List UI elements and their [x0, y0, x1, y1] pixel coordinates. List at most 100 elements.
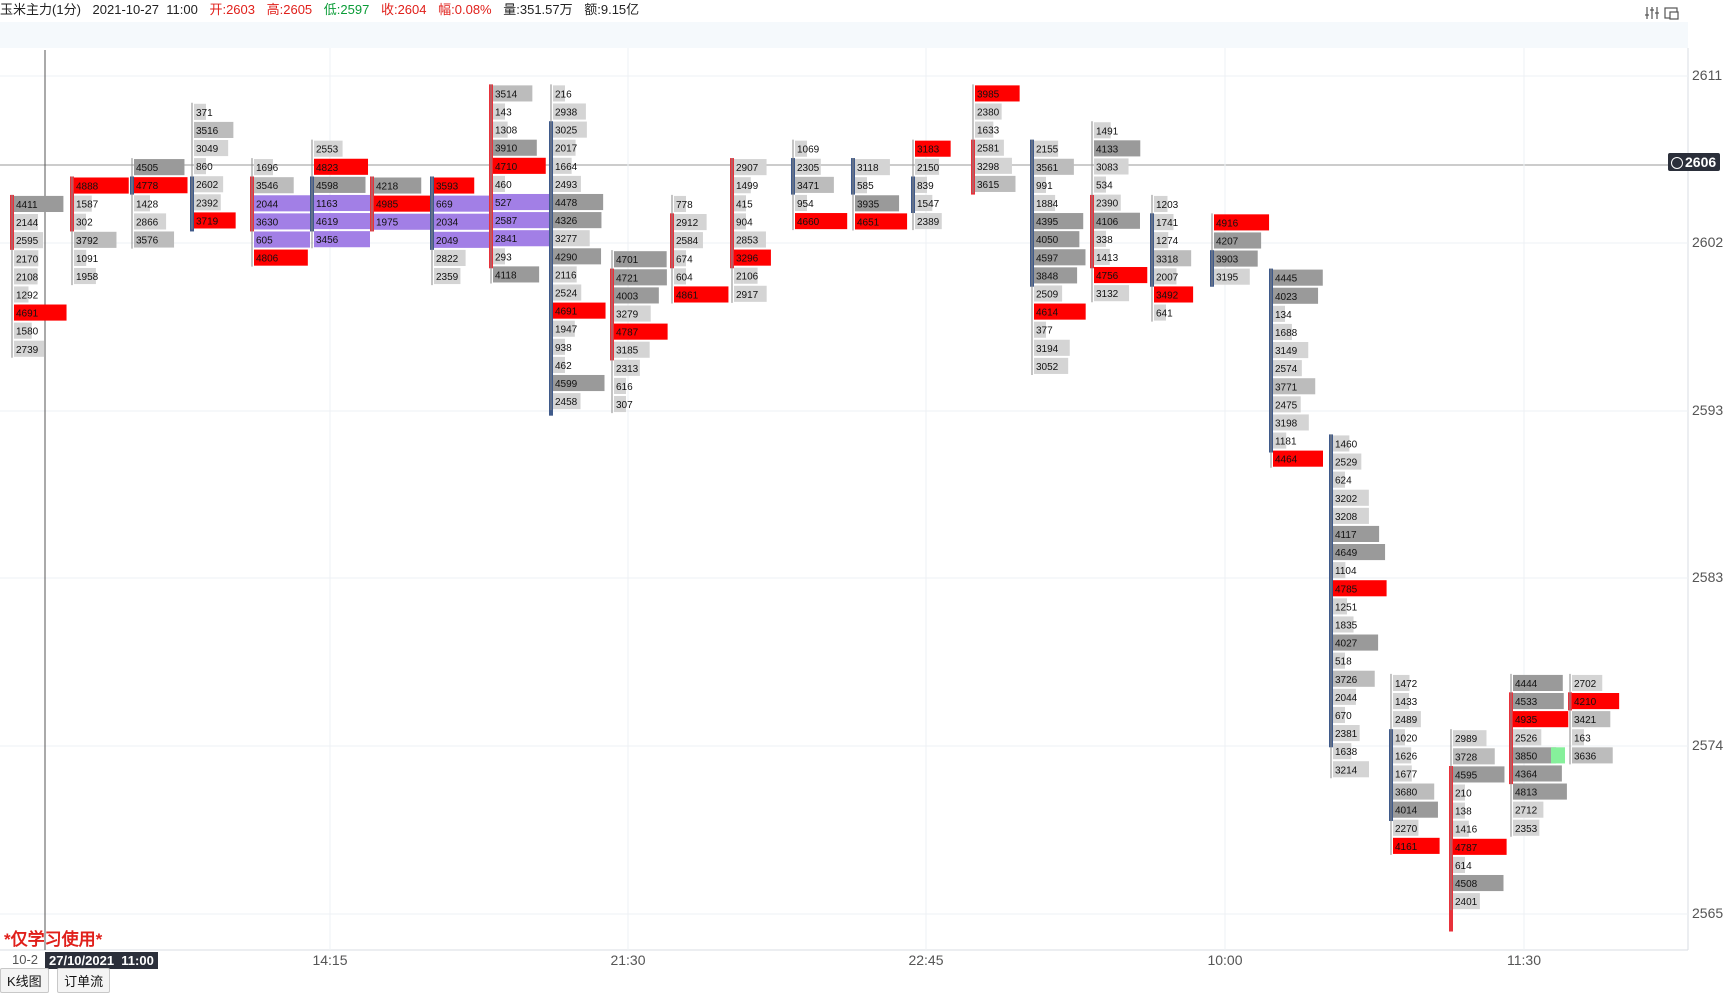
- volume-label: 4445: [1275, 274, 1298, 285]
- volume-label: 2989: [1455, 734, 1478, 745]
- order-flow-column: 4445 4023 134 1688 3149 2574 3771 2475 3198 1181 4…: [1269, 268, 1323, 468]
- volume-label: 4533: [1515, 697, 1538, 708]
- volume-label: 2392: [196, 198, 219, 209]
- order-flow-column: 4916 4207 3903 3195: [1210, 213, 1270, 287]
- volume-cell: [553, 85, 565, 102]
- volume-cell: [74, 267, 96, 285]
- volume-cell: [1273, 360, 1302, 377]
- volume-cell: [134, 231, 175, 248]
- volume-label: 4326: [555, 216, 578, 227]
- volume-cell: [493, 121, 508, 138]
- volume-label: 4023: [1275, 292, 1298, 303]
- volume-cell: [975, 85, 1020, 102]
- volume-label: 3719: [196, 216, 219, 227]
- chart-cells: 4411 2144 2595 2170 2108 1292 4691 1580 2739 4888…: [10, 84, 1620, 932]
- volume-cell: [674, 232, 703, 249]
- order-flow-column: 3118 585 3935 4651: [851, 158, 908, 231]
- volume-label: 4935: [1515, 715, 1538, 726]
- volume-label: 3277: [555, 234, 578, 245]
- volume-cell: [1333, 507, 1369, 524]
- volume-cell: [674, 250, 686, 267]
- volume-cell: [1333, 670, 1375, 687]
- volume-label: 4014: [1395, 806, 1418, 817]
- volume-cell: [1333, 435, 1350, 452]
- volume-cell: [1273, 269, 1323, 286]
- volume-cell: [134, 159, 185, 176]
- volume-label: 3680: [1395, 788, 1418, 799]
- period-label: (1分): [52, 2, 81, 17]
- volume-label: 4464: [1275, 455, 1298, 466]
- volume-cell: [1094, 248, 1110, 266]
- price-tick-label: 2602: [1692, 234, 1723, 250]
- volume-cell: [674, 286, 729, 303]
- volume-cell: [1034, 176, 1046, 193]
- volume-cell: [14, 195, 64, 213]
- volume-label: 1020: [1395, 733, 1418, 744]
- volume-label: 3456: [316, 235, 339, 246]
- order-flow-column: 4444 4533 4935 2526 3850 4364 4813 2712 2353: [1509, 673, 1569, 837]
- volume-label: 4649: [1335, 548, 1358, 559]
- volume-label: 3546: [256, 181, 279, 192]
- volume-cell: [553, 302, 606, 319]
- volume-cell: [1034, 231, 1080, 248]
- volume-label: 3052: [1036, 362, 1059, 373]
- volume-label: 210: [1455, 789, 1472, 800]
- volume-cell: [1154, 250, 1192, 267]
- volume-cell: [14, 250, 39, 267]
- volume-label: 3298: [977, 162, 1000, 173]
- volume-cell: [915, 176, 927, 193]
- tab-kline[interactable]: K线图: [0, 968, 49, 993]
- volume-label: 1181: [1275, 437, 1297, 448]
- volume-label: 3492: [1156, 290, 1179, 301]
- volume-cell: [434, 177, 475, 194]
- volume-value: 量:351.57万: [503, 2, 573, 17]
- volume-label: 4508: [1455, 879, 1478, 890]
- volume-label: 307: [616, 400, 633, 411]
- volume-cell: [1094, 158, 1129, 175]
- tab-order-flow[interactable]: 订单流: [57, 968, 111, 993]
- volume-label: 1274: [1156, 236, 1179, 247]
- volume-label: 604: [676, 272, 693, 283]
- volume-label: 3576: [136, 236, 159, 247]
- volume-label: 1664: [555, 162, 578, 173]
- volume-label: 3049: [196, 144, 219, 155]
- volume-label: 2380: [977, 108, 1000, 119]
- volume-label: 2458: [555, 397, 578, 408]
- volume-cell: [493, 175, 505, 192]
- volume-cell: [134, 213, 167, 230]
- volume-cell: [1513, 801, 1544, 818]
- volume-cell: [1453, 874, 1504, 892]
- volume-label: 1491: [1096, 126, 1119, 137]
- volume-cell: [855, 177, 867, 194]
- chart-tools: [1643, 4, 1687, 22]
- volume-cell: [734, 177, 751, 194]
- screenshot-icon[interactable]: [1664, 7, 1679, 20]
- volume-label: 1428: [136, 199, 159, 210]
- volume-cell: [1513, 674, 1563, 692]
- volume-label: 2359: [436, 272, 459, 283]
- volume-cell: [434, 267, 461, 285]
- volume-cell: [1333, 471, 1345, 488]
- volume-label: 1587: [76, 200, 99, 211]
- volume-cell: [1333, 688, 1356, 705]
- volume-label: 2489: [1395, 715, 1418, 726]
- volume-label: 3183: [917, 145, 940, 156]
- volume-label: 1547: [917, 199, 940, 210]
- volume-cell: [1453, 784, 1465, 801]
- volume-cell: [795, 194, 807, 212]
- volume-cell: [14, 268, 38, 285]
- volume-label: 670: [1335, 711, 1352, 722]
- volume-label: 4210: [1574, 697, 1597, 708]
- volume-label: 1638: [1335, 747, 1358, 758]
- volume-label: 2509: [1036, 289, 1059, 300]
- settings-icon[interactable]: [1645, 7, 1659, 19]
- volume-cell: [14, 304, 67, 321]
- volume-label: 2313: [616, 364, 639, 375]
- volume-cell: [1453, 748, 1495, 765]
- volume-cell: [553, 157, 572, 174]
- volume-label: 2170: [16, 254, 39, 265]
- change-percent: 幅:0.08%: [438, 2, 492, 17]
- volume-cell: [1154, 214, 1174, 231]
- volume-label: 134: [1275, 310, 1292, 321]
